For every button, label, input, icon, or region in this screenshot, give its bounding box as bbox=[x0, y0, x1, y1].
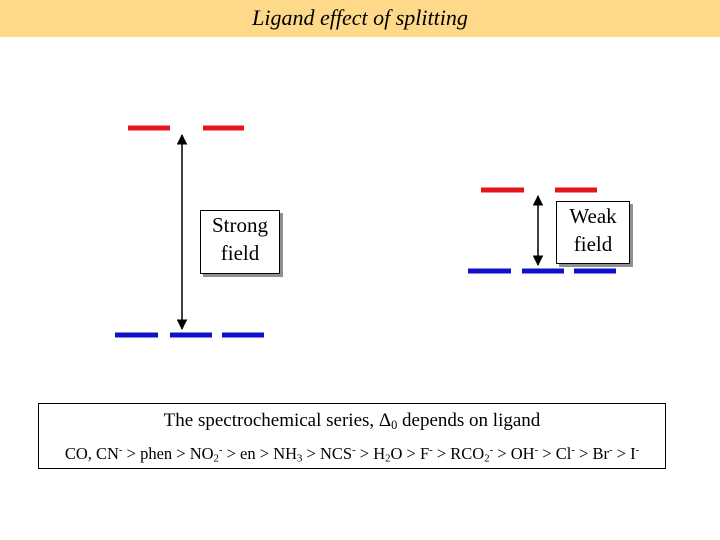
ligand-item: Br- bbox=[592, 444, 613, 463]
slide-title: Ligand effect of splitting bbox=[252, 5, 468, 30]
strong-field-label: Strong field bbox=[200, 210, 280, 274]
ligand-item: RCO2- bbox=[450, 444, 494, 465]
spectrochemical-series-box: The spectrochemical series, Δ0 depends o… bbox=[38, 403, 666, 469]
ligand-item: OH- bbox=[510, 444, 539, 463]
weak-field-label-line1: Weak bbox=[569, 204, 617, 228]
series-separator: > bbox=[538, 444, 556, 463]
weak-field-label-line2: field bbox=[573, 232, 613, 256]
ligand-item: H2O bbox=[373, 444, 403, 465]
ligand-series: CO, CN- > phen > NO2- > en > NH3 > NCS- … bbox=[39, 444, 665, 464]
strong-field-label-line2: field bbox=[220, 241, 260, 265]
splitting-diagram bbox=[115, 125, 616, 338]
series-separator: > bbox=[432, 444, 451, 463]
series-separator: > bbox=[172, 444, 190, 463]
series-separator: > bbox=[222, 444, 241, 463]
series-title: The spectrochemical series, Δ0 depends o… bbox=[163, 410, 541, 433]
series-separator: > bbox=[574, 444, 593, 463]
series-separator: > bbox=[255, 444, 274, 463]
ligand-item: CO, CN- bbox=[64, 444, 123, 463]
ligand-item: NCS- bbox=[319, 444, 356, 463]
series-separator: > bbox=[493, 444, 511, 463]
ligand-item: I- bbox=[630, 444, 640, 463]
ligand-item: Cl- bbox=[555, 444, 575, 463]
ligand-item: NH3 bbox=[273, 444, 303, 465]
ligand-item: F- bbox=[419, 444, 433, 463]
title-bar bbox=[0, 0, 720, 37]
series-separator: > bbox=[302, 444, 320, 463]
ligand-item: en bbox=[240, 444, 256, 463]
strong-field-label-line1: Strong bbox=[211, 213, 268, 237]
series-separator: > bbox=[122, 444, 141, 463]
series-separator: > bbox=[402, 444, 420, 463]
ligand-item: NO2- bbox=[189, 444, 223, 465]
series-separator: > bbox=[612, 444, 631, 463]
series-separator: > bbox=[355, 444, 374, 463]
weak-field-label: Weak field bbox=[556, 201, 630, 264]
ligand-item: phen bbox=[140, 444, 173, 463]
delta-symbol: Δ bbox=[378, 410, 392, 431]
